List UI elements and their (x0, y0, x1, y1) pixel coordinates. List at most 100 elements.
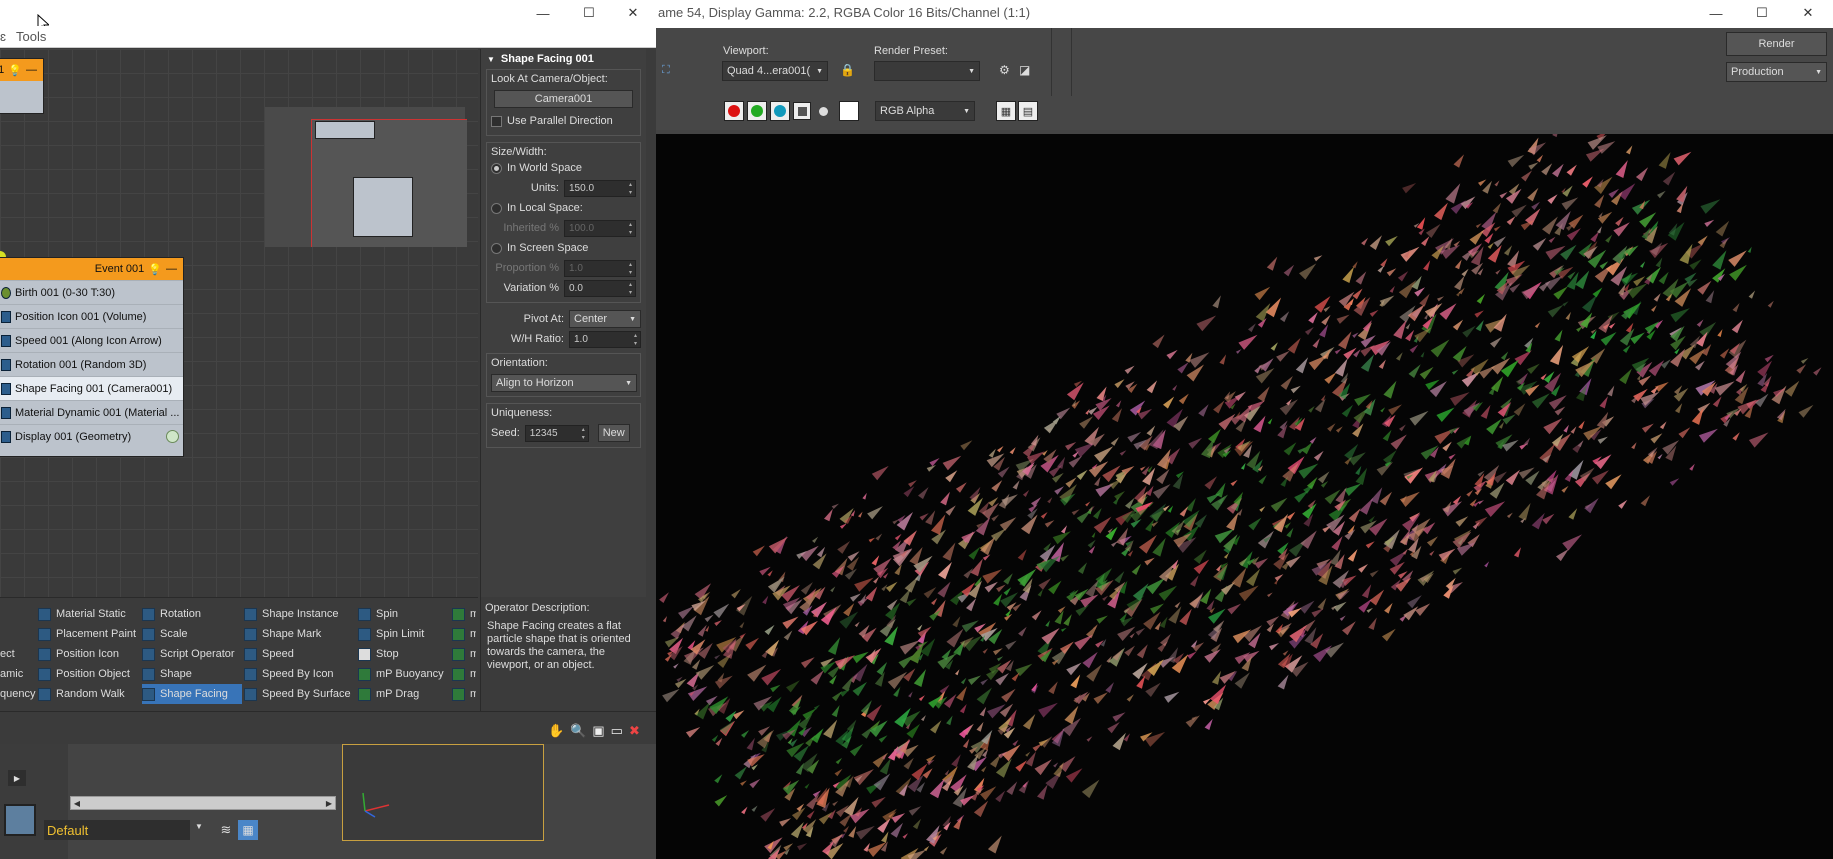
region-icon[interactable]: ⛶ (662, 64, 670, 76)
mono-toggle[interactable] (814, 102, 832, 120)
orientation-dropdown[interactable]: Align to Horizon ▼ (491, 374, 637, 392)
collapse-arrow-icon[interactable]: ▼ (487, 54, 495, 64)
new-seed-button[interactable]: New (597, 424, 630, 442)
zoom-extents-icon[interactable]: ▭ (610, 723, 623, 738)
depot-item-partial[interactable]: m (452, 684, 476, 704)
viewport-thumbnail[interactable] (4, 804, 36, 836)
zoom-region-icon[interactable]: ▣ (592, 723, 605, 738)
zoom-icon[interactable]: 🔍 (570, 723, 587, 738)
render-setup-icon[interactable]: ⚙ (999, 63, 1010, 77)
operator-material-dynamic[interactable]: Material Dynamic 001 (Material ... (0, 400, 183, 424)
operator-rotation[interactable]: Rotation 001 (Random 3D) (0, 352, 183, 376)
layers-icon[interactable]: ≋ (220, 822, 232, 837)
scene-explorer-icon[interactable]: ▦ (238, 820, 258, 840)
depot-item-partial[interactable]: m (452, 664, 476, 684)
rollout-header[interactable]: ▼ Shape Facing 001 (481, 49, 646, 69)
depot-item-speed-by-icon[interactable]: Speed By Icon (244, 664, 356, 684)
depot-item-partial[interactable]: m (452, 624, 476, 644)
pan-hand-icon[interactable]: ✋ (548, 723, 565, 738)
horizontal-scrollbar[interactable]: ◀ ▶ (70, 796, 336, 810)
lock-icon[interactable]: 🔒 (840, 63, 855, 77)
graph-navigator[interactable] (265, 107, 467, 247)
depot-item-speed-by-surface[interactable]: Speed By Surface (244, 684, 356, 704)
depot-item[interactable] (0, 624, 36, 644)
layer-field[interactable]: Default (44, 820, 190, 840)
close-button[interactable]: ✕ (1802, 5, 1814, 20)
depot-item-shape[interactable]: Shape (142, 664, 242, 684)
menu-item-partial[interactable]: ɛ (0, 29, 6, 44)
operator-speed[interactable]: Speed 001 (Along Icon Arrow) (0, 328, 183, 352)
display-color-swatch[interactable] (166, 430, 179, 443)
render-preset-dropdown[interactable]: ▼ (874, 61, 980, 81)
menu-item-tools[interactable]: Tools (16, 29, 47, 44)
depot-item-rotation[interactable]: Rotation (142, 604, 242, 624)
production-dropdown[interactable]: Production ▼ (1726, 62, 1827, 82)
operator-shape-facing[interactable]: Shape Facing 001 (Camera001) (0, 376, 183, 400)
depot-item-spin-limit[interactable]: Spin Limit (358, 624, 450, 644)
wh-ratio-spinner[interactable]: 1.0 (569, 330, 641, 348)
red-channel-toggle[interactable] (724, 101, 744, 121)
screen-space-radio[interactable] (491, 242, 502, 254)
environment-icon[interactable]: ◪ (1019, 63, 1031, 77)
depot-item[interactable]: quency (0, 688, 36, 700)
scroll-right-icon[interactable]: ▶ (325, 798, 333, 808)
play-arrow-icon[interactable]: ▶ (8, 770, 26, 786)
blue-channel-toggle[interactable] (770, 101, 790, 121)
minimize-button[interactable]: — (1709, 5, 1723, 21)
parallel-checkbox[interactable] (491, 115, 502, 127)
operator-display[interactable]: Display 001 (Geometry) (0, 424, 183, 448)
depot-item-position-object[interactable]: Position Object (38, 664, 140, 684)
no-zoom-icon[interactable]: ✖ (628, 723, 640, 738)
depot-item[interactable]: amic (0, 668, 24, 680)
world-space-radio[interactable] (491, 162, 502, 174)
event-node[interactable]: Event 001 💡 — Birth 001 (0-30 T:30) Posi… (0, 257, 184, 457)
depot-item-position-icon[interactable]: Position Icon (38, 644, 140, 664)
mini-viewport[interactable] (342, 744, 544, 841)
depot-item-mp-buoyancy[interactable]: mP Buoyancy (358, 664, 450, 684)
particle-graph-area[interactable]: 1 💡 — Event 001 💡 — Birth 001 (0-30 T:30… (0, 49, 478, 597)
display-toggle-icon[interactable]: ▦ (996, 101, 1016, 121)
minimize-node-icon[interactable]: — (26, 64, 37, 76)
minimize-node-icon[interactable]: — (166, 263, 177, 275)
depot-item-shape-facing[interactable]: Shape Facing (142, 684, 242, 704)
depot-item-scale[interactable]: Scale (142, 624, 242, 644)
color-swatch[interactable] (839, 101, 859, 121)
depot-item-material-static[interactable]: Material Static (38, 604, 140, 624)
operator-birth[interactable]: Birth 001 (0-30 T:30) (0, 280, 183, 304)
maximize-button[interactable]: ☐ (583, 5, 595, 20)
seed-spinner[interactable]: 12345 (524, 424, 589, 442)
alpha-channel-toggle[interactable] (793, 102, 811, 120)
partial-node[interactable]: 1 💡 — (0, 58, 44, 114)
channel-dropdown[interactable]: RGB Alpha ▼ (875, 101, 975, 121)
depot-item-mp-drag[interactable]: mP Drag (358, 684, 450, 704)
units-spinner[interactable]: 150.0 (564, 179, 636, 197)
depot-item-partial[interactable]: m (452, 644, 476, 664)
variation-spinner[interactable]: 0.0 (564, 279, 636, 297)
viewport-dropdown[interactable]: Quad 4...era001(▼ (722, 61, 828, 81)
frame-window-icon[interactable]: ▤ (1018, 101, 1038, 121)
lightbulb-icon[interactable]: 💡 (8, 64, 22, 77)
depot-item-speed[interactable]: Speed (244, 644, 356, 664)
pivot-dropdown[interactable]: Center ▼ (569, 310, 641, 328)
depot-item[interactable]: ect (0, 648, 15, 660)
depot-item-stop[interactable]: Stop (358, 644, 450, 664)
event-node-header[interactable]: Event 001 💡 — (0, 258, 183, 280)
depot-item-partial[interactable]: m (452, 604, 476, 624)
scroll-left-icon[interactable]: ◀ (73, 798, 81, 808)
operator-position-icon[interactable]: Position Icon 001 (Volume) (0, 304, 183, 328)
depot-item[interactable] (0, 604, 36, 624)
chevron-down-icon[interactable]: ▼ (195, 822, 203, 831)
depot-item-shape-instance[interactable]: Shape Instance (244, 604, 356, 624)
depot-item-shape-mark[interactable]: Shape Mark (244, 624, 356, 644)
render-button[interactable]: Render (1726, 32, 1827, 56)
close-button[interactable]: ✕ (627, 5, 639, 20)
green-channel-toggle[interactable] (747, 101, 767, 121)
minimize-button[interactable]: — (536, 5, 550, 21)
depot-item-placement-paint[interactable]: Placement Paint (38, 624, 140, 644)
camera-pick-button[interactable]: Camera001 (494, 90, 633, 108)
lightbulb-icon[interactable]: 💡 (148, 263, 162, 276)
depot-item-spin[interactable]: Spin (358, 604, 450, 624)
depot-item-random-walk[interactable]: Random Walk (38, 684, 140, 704)
local-space-radio[interactable] (491, 202, 502, 214)
maximize-button[interactable]: ☐ (1756, 5, 1768, 20)
